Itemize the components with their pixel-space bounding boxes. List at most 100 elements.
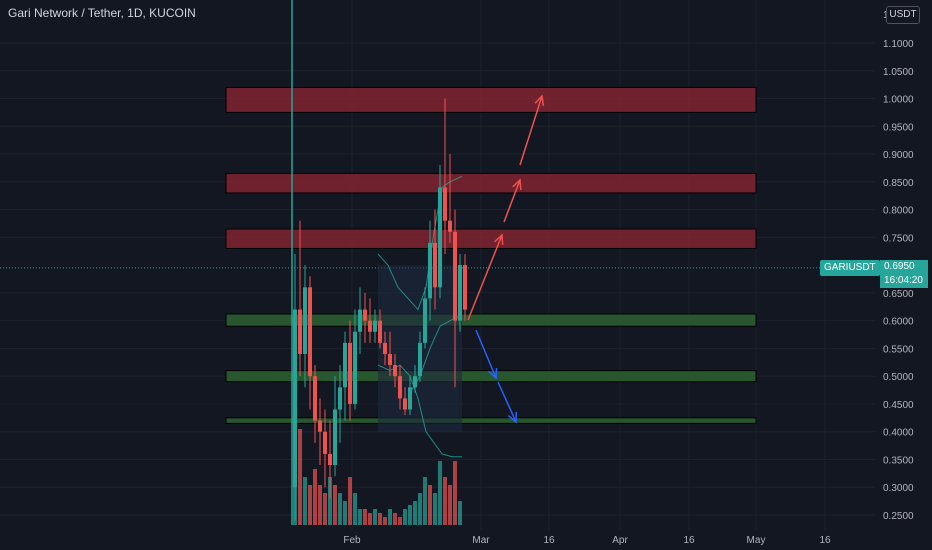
volume-bars — [293, 429, 462, 525]
price-tick-label: 0.3000 — [883, 483, 914, 494]
resistance-zone — [225, 228, 757, 249]
volume-bar — [308, 485, 312, 525]
volume-bar — [383, 517, 387, 525]
candle-body — [383, 342, 387, 354]
up-arrow — [503, 179, 521, 223]
candle-body — [423, 298, 427, 343]
price-tick-label: 0.5000 — [883, 372, 914, 383]
chart-grid — [0, 0, 875, 530]
price-zones — [225, 86, 757, 424]
currency-badge[interactable]: USDT — [886, 6, 920, 24]
volume-bar — [368, 513, 372, 525]
time-tick-label: 16 — [819, 535, 831, 546]
volume-bar — [338, 493, 342, 525]
volume-bar — [408, 505, 412, 525]
volume-bar — [448, 485, 452, 525]
volume-bar — [453, 461, 457, 525]
candle-body — [348, 342, 352, 404]
candle-body — [358, 309, 362, 332]
candle-body — [428, 242, 432, 299]
volume-bar — [303, 477, 307, 525]
candle-body — [378, 320, 382, 343]
volume-bar — [363, 509, 367, 525]
candle-body — [458, 265, 462, 321]
resistance-zone — [225, 172, 757, 194]
price-tick-label: 0.2500 — [883, 511, 914, 522]
candle-body — [393, 365, 397, 377]
volume-bar — [423, 477, 427, 525]
candle-body — [343, 342, 347, 388]
up-arrow-head — [534, 94, 545, 107]
volume-bar — [428, 485, 432, 525]
candle-body — [298, 309, 302, 354]
volume-bar — [328, 477, 332, 525]
price-tick-label: 0.8500 — [883, 178, 914, 189]
axis-labels: 1.1000 1.0500 1.0000 0.9500 0.9000 0.8500 0.80… — [343, 10, 914, 546]
price-tick-label: 0.6000 — [883, 317, 914, 328]
volume-bar — [403, 509, 407, 525]
price-tick-label: 1.0500 — [883, 67, 914, 78]
volume-bar — [438, 461, 442, 525]
volume-bar — [333, 485, 337, 525]
indicator-line — [409, 314, 463, 394]
candle-body — [308, 287, 312, 377]
volume-bar — [353, 493, 357, 525]
up-arrow — [467, 234, 503, 321]
time-tick-label: Feb — [343, 535, 361, 546]
volume-bar — [398, 517, 402, 525]
time-tick-label: 16 — [683, 535, 695, 546]
candle-body — [443, 187, 447, 221]
candle-body — [418, 342, 422, 377]
volume-bar — [393, 513, 397, 525]
down-arrow — [475, 329, 497, 379]
candle-body — [313, 376, 317, 421]
up-arrow-head — [494, 233, 504, 246]
volume-bar — [413, 501, 417, 525]
candle-body — [433, 242, 437, 288]
volume-bar — [323, 493, 327, 525]
price-tick-label: 0.9500 — [883, 122, 914, 133]
volume-bar — [443, 477, 447, 525]
last-price-tag: 0.6950 16:04:20 — [880, 260, 928, 288]
candle-body — [403, 398, 407, 410]
bar-countdown: 16:04:20 — [884, 275, 923, 286]
candle-body — [303, 287, 307, 354]
candle-body — [398, 376, 402, 399]
price-tick-label: 1.1000 — [883, 39, 914, 50]
candles — [291, 0, 467, 525]
price-tick-label: 1.0000 — [883, 95, 914, 106]
down-arrow-head — [488, 367, 498, 380]
volume-bar — [348, 477, 352, 525]
candle-body — [438, 187, 442, 288]
price-tick-label: 0.5500 — [883, 344, 914, 355]
candle-body — [333, 409, 337, 466]
volume-bar — [358, 509, 362, 525]
price-tick-label: 0.9000 — [883, 150, 914, 161]
price-tick-label: 0.4500 — [883, 400, 914, 411]
candle-body — [353, 331, 357, 404]
volume-bar — [433, 493, 437, 525]
candle-body — [408, 387, 412, 410]
candle-body — [413, 376, 417, 388]
volume-bar — [388, 509, 392, 525]
price-tick-label: 0.6500 — [883, 289, 914, 300]
candle-body — [318, 420, 322, 432]
time-tick-label: May — [747, 535, 766, 546]
candle-body — [463, 265, 467, 310]
up-arrow-head — [512, 178, 522, 191]
candle-body — [338, 387, 342, 410]
candle-body — [388, 353, 392, 366]
price-tick-label: 0.7500 — [883, 233, 914, 244]
volume-bar — [418, 493, 422, 525]
price-tick-label: 0.3500 — [883, 455, 914, 466]
candle-body — [363, 309, 367, 321]
indicator-bands — [377, 175, 463, 458]
candle-body — [293, 309, 297, 488]
volume-bar — [318, 485, 322, 525]
price-tick-label: 0.8000 — [883, 206, 914, 217]
symbol-price-tag: GARIUSDT — [820, 260, 880, 276]
volume-bar — [378, 513, 382, 525]
symbol-title[interactable]: Gari Network / Tether, 1D, KUCOIN — [8, 6, 196, 20]
candle-body — [453, 231, 457, 321]
